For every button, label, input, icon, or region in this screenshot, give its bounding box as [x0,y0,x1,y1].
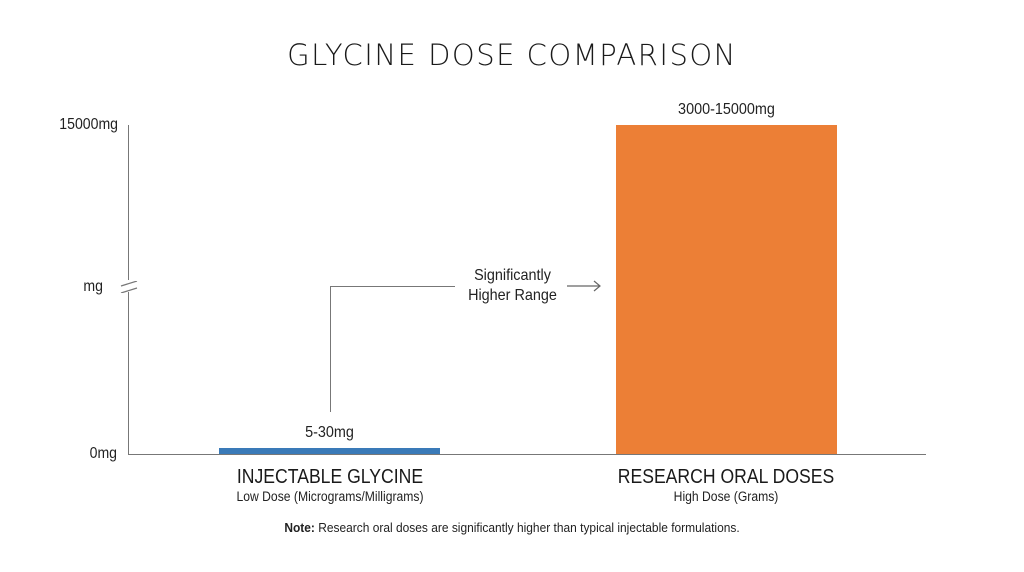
category-injectable: INJECTABLE GLYCINE [236,466,424,488]
footnote: Note: Research oral doses are significan… [41,520,983,535]
annotation-line-2: Higher Range [468,287,557,304]
bar-label-oral: 3000-15000mg [678,101,775,118]
x-axis-line [128,454,926,455]
connector-vertical [330,286,331,412]
chart-title: GLYCINE DOSE COMPARISON [287,38,737,72]
annotation-line-1: Significantly [474,267,551,284]
bar-injectable [219,448,440,454]
note-prefix: Note: [284,520,315,535]
axis-break-icon [120,280,138,294]
bar-oral [616,125,837,454]
y-tick-unit: mg [83,278,103,295]
note-text: Research oral doses are significantly hi… [314,520,740,535]
y-tick-top: 15000mg [59,116,118,133]
y-tick-zero: 0mg [89,445,117,462]
subtitle-oral: High Dose (Grams) [673,489,779,504]
connector-horizontal [330,286,455,287]
axis-break [118,280,140,294]
subtitle-injectable: Low Dose (Micrograms/Milligrams) [236,489,424,504]
arrow-right-icon [567,279,603,293]
annotation-text: Significantly Higher Range [447,266,578,306]
category-oral: RESEARCH ORAL DOSES [617,466,835,488]
bar-label-injectable: 5-30mg [305,424,354,441]
